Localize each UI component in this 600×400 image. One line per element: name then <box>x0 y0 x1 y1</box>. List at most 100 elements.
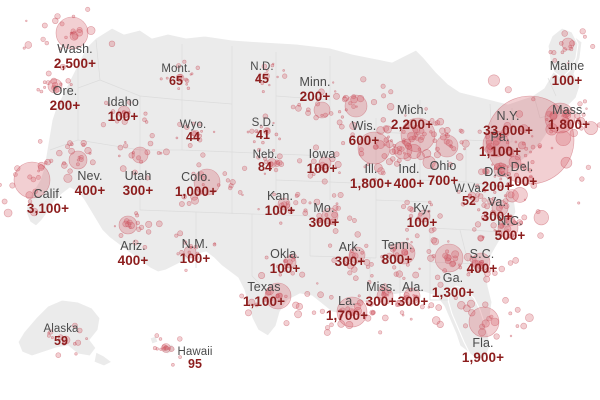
case-bubble-small <box>585 164 592 170</box>
case-bubble-small <box>360 76 367 83</box>
case-bubble-minn <box>313 101 331 119</box>
case-bubble-small <box>385 140 394 148</box>
case-bubble-small <box>409 207 415 213</box>
case-bubble-small <box>336 119 343 126</box>
case-bubble-small <box>242 165 248 171</box>
case-bubble-small <box>72 322 78 329</box>
case-bubble-small <box>69 31 74 36</box>
case-bubble-small <box>121 118 128 125</box>
case-bubble-small <box>378 330 383 335</box>
case-bubble-small <box>386 252 393 259</box>
case-bubble-small <box>176 252 180 256</box>
case-bubble-small <box>413 294 420 301</box>
case-bubble-small <box>514 140 518 144</box>
case-bubble-small <box>561 30 568 37</box>
case-bubble-alaska <box>61 335 71 345</box>
case-bubble-small <box>177 230 184 237</box>
case-bubble-small <box>30 176 37 183</box>
case-bubble-small <box>331 193 337 198</box>
case-bubble-small <box>397 300 401 304</box>
case-bubble-small <box>382 283 388 289</box>
case-bubble-small <box>443 127 451 134</box>
case-bubble-small <box>481 202 487 208</box>
case-bubble-small <box>125 221 132 228</box>
case-bubble-small <box>65 78 71 84</box>
case-bubble-small <box>212 242 217 247</box>
case-bubble-small <box>381 93 387 99</box>
case-bubble-small <box>477 193 484 199</box>
case-bubble-small <box>63 173 73 183</box>
case-bubble-small <box>295 105 302 112</box>
case-bubble-small <box>402 138 406 142</box>
case-bubble-small <box>332 205 339 212</box>
case-bubble-small <box>449 144 454 149</box>
case-bubble-small <box>558 41 564 46</box>
case-bubble-small <box>352 275 359 282</box>
case-bubble-small <box>171 362 175 367</box>
case-bubble-small <box>490 317 500 327</box>
case-bubble-small <box>493 333 500 340</box>
case-bubble-small <box>320 113 324 117</box>
case-bubble-small <box>472 227 477 232</box>
case-bubble-small <box>135 220 141 226</box>
case-bubble-small <box>404 123 410 128</box>
case-bubble-small <box>56 149 63 157</box>
case-bubble-small <box>459 129 465 134</box>
case-bubble-small <box>313 114 319 121</box>
case-bubble-small <box>437 281 444 288</box>
case-bubble-small <box>249 128 255 134</box>
case-bubble-small <box>285 203 291 209</box>
case-bubble-small <box>499 185 502 188</box>
case-bubble-small <box>447 240 450 243</box>
case-bubble-small <box>229 179 236 186</box>
case-bubble-small <box>36 174 41 180</box>
case-bubble-small <box>293 200 299 206</box>
case-bubble-small <box>408 136 415 143</box>
case-bubble-small <box>177 336 183 342</box>
case-bubble-small <box>278 137 282 141</box>
case-bubble-small <box>265 287 274 296</box>
case-bubble-small <box>569 47 574 52</box>
case-bubble-small <box>276 159 283 166</box>
case-bubble-small <box>347 270 353 276</box>
case-bubble-small <box>403 151 406 155</box>
case-bubble-small <box>186 86 191 91</box>
case-bubble-small <box>256 155 261 160</box>
case-bubble-small <box>403 291 410 298</box>
case-bubble-small <box>422 149 432 159</box>
case-bubble-small <box>40 36 46 42</box>
case-bubble-small <box>79 155 84 160</box>
case-bubble-small <box>503 122 512 130</box>
case-bubble-small <box>350 132 355 137</box>
case-bubble-small <box>122 220 129 228</box>
case-bubble-small <box>415 136 420 141</box>
case-bubble-small <box>431 227 437 232</box>
case-bubble-small <box>70 31 74 35</box>
case-bubble-small <box>486 142 495 151</box>
case-bubble-small <box>39 89 44 94</box>
case-bubble-small <box>228 183 234 189</box>
case-bubble-small <box>318 97 321 100</box>
case-bubble-small <box>499 204 504 209</box>
case-bubble-small <box>222 171 228 176</box>
case-bubble-small <box>507 191 515 199</box>
case-bubble-small <box>331 257 338 264</box>
case-bubble-small <box>312 144 319 151</box>
case-bubble-small <box>452 255 459 262</box>
case-bubble-small <box>139 159 144 164</box>
case-bubble-small <box>436 117 445 126</box>
case-bubble-small <box>132 169 138 176</box>
case-bubble-small <box>577 101 583 107</box>
case-bubble-small <box>122 143 129 149</box>
case-bubble-small <box>427 209 431 213</box>
case-bubble-small <box>391 146 400 155</box>
case-bubble-small <box>349 251 356 259</box>
case-bubble-small <box>190 130 197 136</box>
case-bubble-small <box>505 140 510 145</box>
case-bubble-small <box>85 337 89 341</box>
case-bubble-small <box>493 190 497 194</box>
case-bubble-small <box>451 250 460 259</box>
case-bubble-small <box>300 198 307 205</box>
case-bubble-small <box>366 162 370 166</box>
case-bubble-small <box>422 155 436 169</box>
